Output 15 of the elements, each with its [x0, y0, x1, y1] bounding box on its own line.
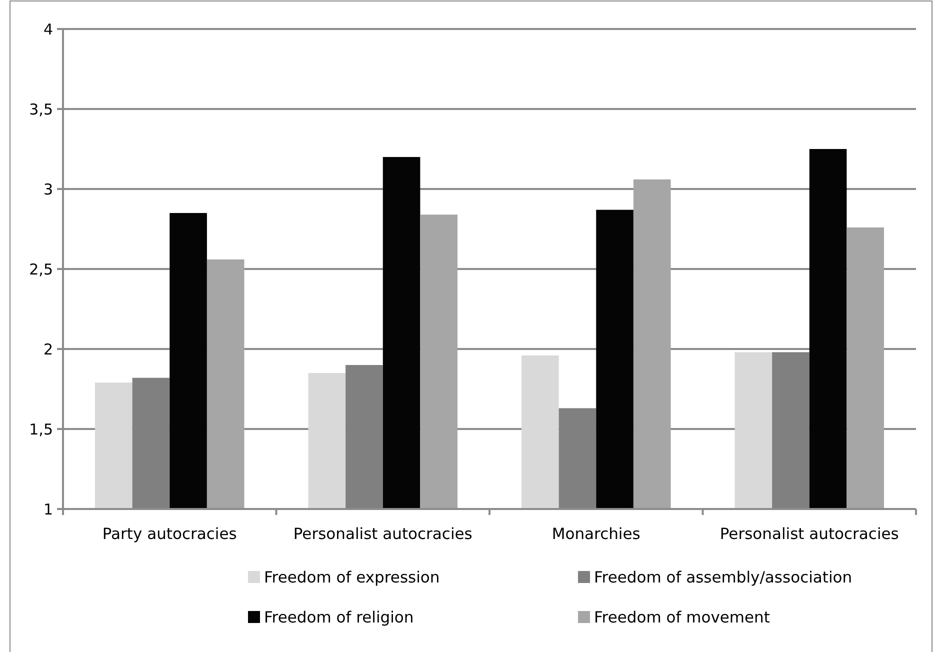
legend-label: Freedom of religion	[264, 608, 414, 626]
x-tick-label: Personalist autocracies	[293, 525, 472, 543]
y-tick-label: 1	[43, 500, 53, 518]
y-tick-label: 3,5	[29, 100, 53, 118]
y-tick-label: 1,5	[29, 420, 53, 438]
y-tick-label: 2	[43, 340, 53, 358]
legend-label: Freedom of assembly/association	[594, 568, 852, 586]
legend-label: Freedom of movement	[594, 608, 770, 626]
x-tick-label: Party autocracies	[102, 525, 237, 543]
y-tick-label: 3	[43, 180, 53, 198]
y-tick-label: 4	[43, 20, 53, 38]
y-tick-label: 2,5	[29, 260, 53, 278]
x-tick-label: Monarchies	[552, 525, 640, 543]
x-tick-label: Personalist autocracies	[720, 525, 899, 543]
legend-label: Freedom of expression	[264, 568, 440, 586]
